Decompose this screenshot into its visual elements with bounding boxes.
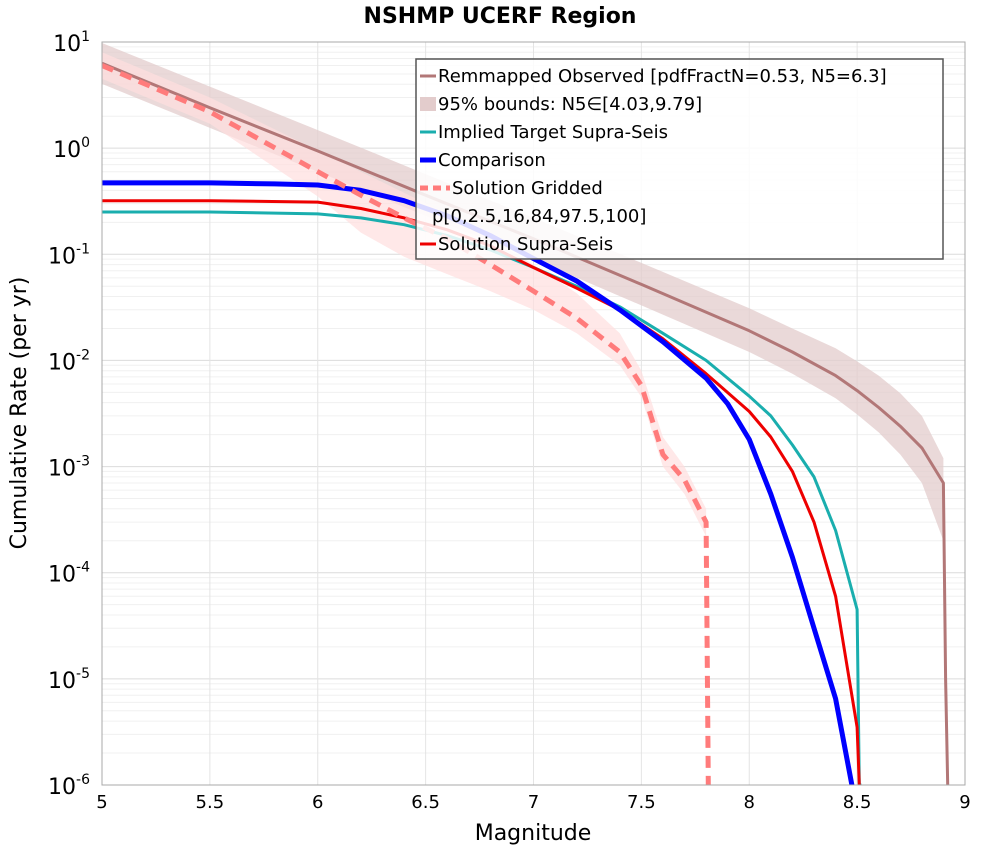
y-axis-label: Cumulative Rate (per yr)	[7, 277, 32, 550]
y-ticks: 101 100 10-1 10-2 10-3 10-4 10-5 10-6	[48, 29, 90, 800]
series-line-observed	[102, 61, 950, 785]
y-tick-label: 101	[53, 29, 90, 57]
legend-swatch	[420, 97, 436, 111]
legend-entry: Remmapped Observed [pdfFractN=0.53, N5=6…	[438, 66, 887, 87]
x-tick-label: 9	[959, 792, 970, 813]
legend-entry: Implied Target Supra-Seis	[438, 122, 668, 143]
x-tick-label: 7.5	[627, 792, 656, 813]
series-lines	[102, 61, 950, 785]
y-tick-label: 10-3	[48, 454, 90, 482]
y-tick-label: 10-2	[48, 347, 90, 375]
plot-frame	[101, 41, 966, 786]
series-line-gridded	[102, 63, 711, 785]
y-tick-label: 10-1	[48, 241, 90, 269]
x-tick-label: 6.5	[411, 792, 440, 813]
series-line-comparison	[102, 180, 855, 785]
x-tick-label: 7	[528, 792, 539, 813]
x-tick-label: 8	[744, 792, 755, 813]
x-axis-label: Magnitude	[475, 821, 592, 846]
gridded-bounds-band	[102, 52, 707, 537]
chart-title: NSHMP UCERF Region	[364, 4, 637, 29]
legend-entry: Comparison	[438, 150, 546, 171]
x-tick-label: 6	[312, 792, 323, 813]
x-tick-label: 8.5	[843, 792, 872, 813]
y-tick-label: 10-6	[48, 772, 90, 800]
legend-entry: p[0,2.5,16,84,97.5,100]	[432, 206, 646, 227]
y-tick-label: 10-4	[48, 560, 90, 588]
legend-entry: 95% bounds: N5∈[4.03,9.79]	[438, 94, 702, 115]
legend-entry: Solution Gridded	[452, 178, 603, 199]
x-tick-label: 5.5	[196, 792, 225, 813]
legend-box	[415, 58, 944, 260]
legend-entry: Solution Supra-Seis	[438, 234, 613, 255]
bands	[102, 43, 944, 541]
series-line-target	[102, 210, 862, 785]
x-tick-label: 5	[96, 792, 107, 813]
x-ticks: 5 5.5 6 6.5 7 7.5 8 8.5 9	[96, 792, 970, 813]
y-tick-label: 100	[53, 135, 90, 163]
y-tick-label: 10-5	[48, 666, 90, 694]
legend: Remmapped Observed [pdfFractN=0.53, N5=6…	[415, 58, 944, 260]
